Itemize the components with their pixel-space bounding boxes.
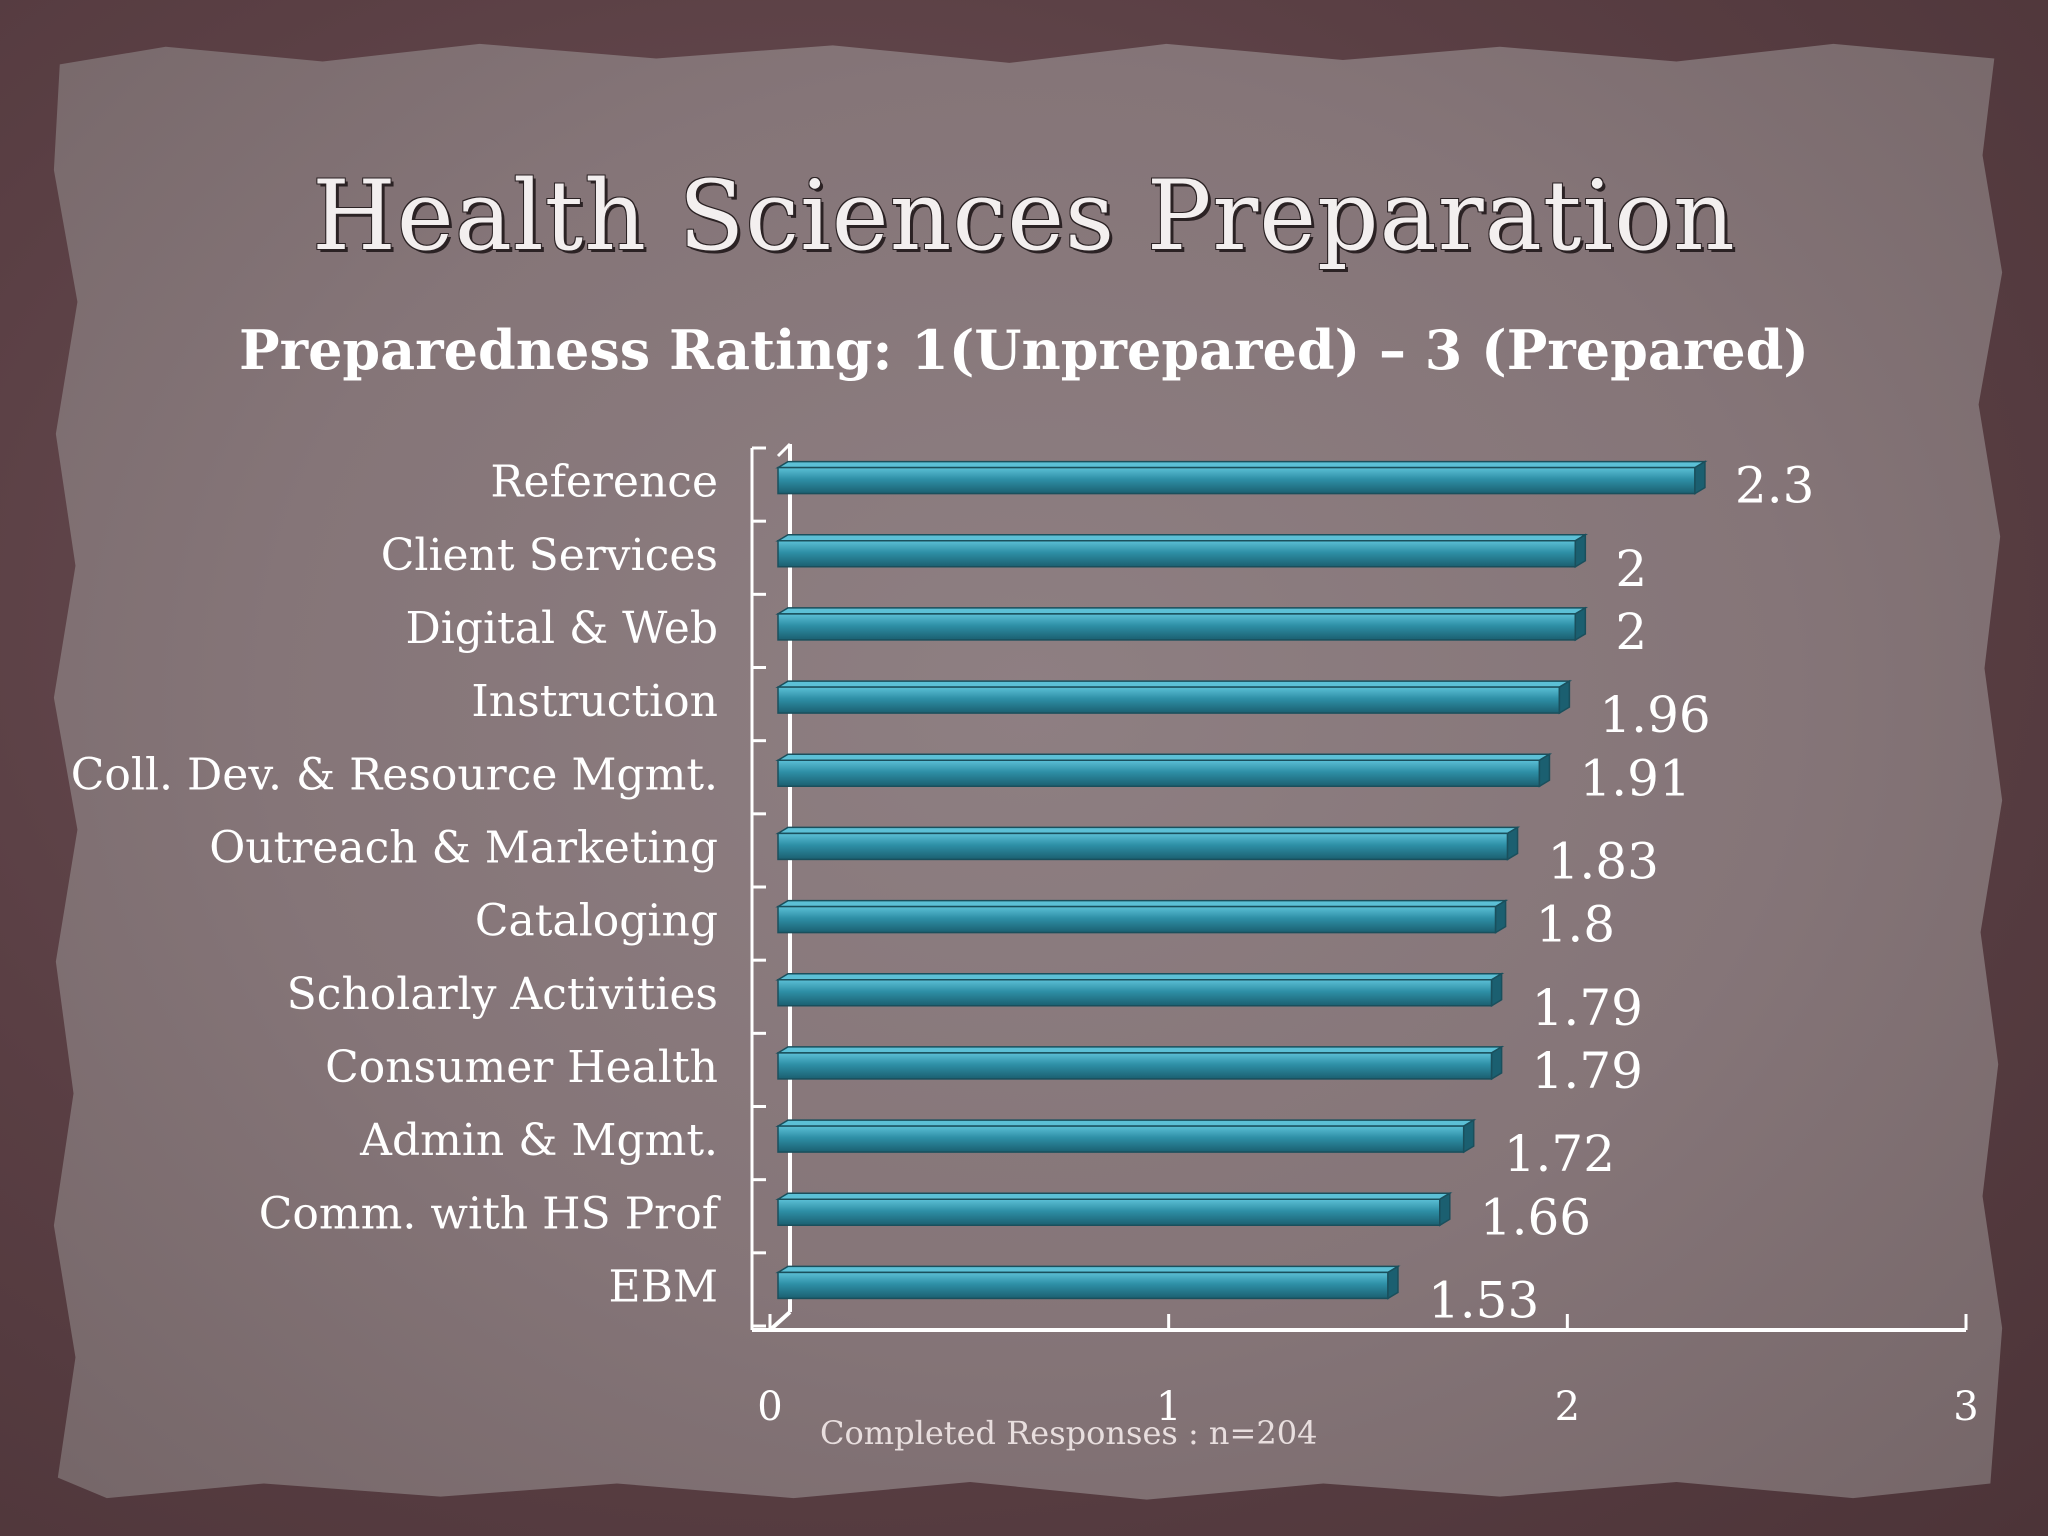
bar-end-cap [1494, 899, 1507, 934]
bar-end-cap [1574, 533, 1587, 569]
bar-top-face [775, 1119, 1477, 1127]
bar-end-cap [1694, 460, 1706, 495]
bar [777, 979, 1493, 1007]
category-label: Digital & Web [405, 603, 718, 654]
category-label: Outreach & Marketing [209, 822, 718, 873]
category-labels: Reference Client Services Digital & Web Ins… [71, 457, 721, 1313]
category-label: Coll. Dev. & Resource Mgmt. [71, 749, 718, 800]
chart-axes [750, 442, 1966, 1332]
bar-end-cap [1506, 826, 1519, 861]
bar-end-cap [1462, 1118, 1475, 1154]
bar [777, 1198, 1441, 1226]
bar-end-cap [1538, 752, 1551, 788]
category-label: Comm. with HS Prof [259, 1188, 721, 1239]
bar-top-face [775, 1192, 1453, 1200]
category-label: Instruction [471, 676, 718, 727]
value-label: 1.83 [1548, 832, 1659, 890]
bar-top-face [775, 534, 1589, 542]
back-wall-top [776, 442, 792, 458]
value-label: 2 [1615, 540, 1647, 598]
bar [777, 466, 1696, 495]
floor-edge [768, 1310, 792, 1332]
category-label: Reference [490, 457, 718, 508]
bar [777, 613, 1577, 641]
bar [777, 1125, 1465, 1153]
bar-top-face [775, 1046, 1505, 1054]
x-tick-label: 1 [1156, 1384, 1181, 1430]
bar-top-face [775, 973, 1505, 981]
value-label: 1.66 [1480, 1188, 1591, 1246]
bar [777, 905, 1497, 934]
bar-series [775, 460, 1708, 1300]
bar-end-cap [1387, 1265, 1399, 1300]
x-axis-ticks: 0 1 2 3 [757, 1314, 1979, 1430]
chart-subtitle: Preparedness Rating: 1(Unprepared) – 3 (… [239, 318, 1809, 382]
bar-top-face [775, 753, 1553, 761]
category-label: Cataloging [475, 896, 718, 947]
bar-end-cap [1558, 679, 1571, 715]
bar-top-face [775, 607, 1589, 615]
bar [777, 1271, 1389, 1300]
value-label: 1.96 [1599, 686, 1710, 744]
bar [777, 686, 1561, 714]
bar-top-face [775, 899, 1509, 908]
chart-title: Health Sciences Preparation [312, 160, 1736, 272]
value-label: 2 [1615, 603, 1647, 661]
bar-top-face [775, 680, 1573, 688]
footnote: Completed Responses : n=204 [820, 1414, 1318, 1452]
bar [777, 540, 1577, 568]
value-label: 1.91 [1579, 749, 1690, 807]
bar-top-face [775, 1265, 1401, 1274]
value-label: 1.72 [1504, 1125, 1615, 1183]
category-label: EBM [608, 1261, 718, 1312]
x-tick-label: 2 [1555, 1384, 1580, 1430]
value-label: 1.53 [1428, 1271, 1539, 1329]
x-tick-label: 3 [1953, 1384, 1978, 1430]
category-label: Consumer Health [325, 1042, 718, 1093]
value-label: 1.79 [1532, 979, 1643, 1037]
value-label: 1.79 [1532, 1042, 1643, 1100]
bar-top-face [775, 460, 1708, 469]
category-label: Scholarly Activities [287, 969, 718, 1020]
value-label: 1.8 [1536, 896, 1616, 954]
bar [777, 1052, 1493, 1080]
bar-end-cap [1490, 972, 1503, 1008]
bar-top-face [775, 826, 1521, 835]
bar-end-cap [1574, 606, 1587, 642]
category-label: Client Services [381, 530, 718, 581]
bar-end-cap [1439, 1191, 1451, 1227]
x-tick-label: 0 [757, 1384, 782, 1430]
bar [777, 832, 1509, 861]
bar [777, 759, 1541, 787]
value-labels: 2.3 22 1.961.91 1.83 1.8 1.791.79 1.721.66 1.53 [1428, 457, 1815, 1330]
bar-end-cap [1490, 1045, 1503, 1081]
category-label: Admin & Mgmt. [359, 1115, 718, 1166]
value-label: 2.3 [1735, 457, 1815, 515]
